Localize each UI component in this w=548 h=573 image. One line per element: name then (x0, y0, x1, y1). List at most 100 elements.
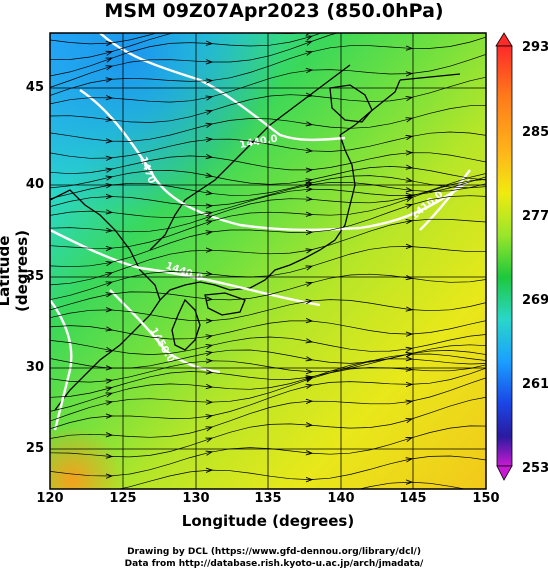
wind-arrow (206, 26, 212, 30)
y-tick-label: 25 (25, 441, 44, 456)
wind-arrow (105, 50, 114, 56)
wind-arrow (305, 40, 314, 46)
wind-arrow (105, 326, 114, 332)
wind-arrow (205, 136, 214, 143)
wind-arrow (105, 65, 114, 71)
wind-arrow (405, 436, 414, 442)
wind-arrow (405, 243, 414, 249)
wind-arrow (105, 400, 114, 406)
wind-arrow (405, 331, 414, 337)
wind-arrow (205, 426, 214, 432)
lat-lon-grid (50, 33, 486, 489)
wind-arrow (205, 230, 214, 236)
wind-arrow (305, 281, 314, 287)
wind-arrow (305, 356, 314, 362)
wind-arrow (305, 50, 314, 56)
wind-arrow (205, 190, 214, 196)
wind-arrow (105, 386, 114, 392)
wind-arrow (305, 376, 314, 382)
y-tick-label: 35 (25, 269, 44, 284)
credit-drawing: Drawing by DCL (https://www.gfd-dennou.o… (127, 547, 421, 557)
wind-arrow (105, 347, 114, 353)
wind-arrow (105, 116, 114, 122)
wind-arrow (405, 71, 414, 77)
wind-arrow (205, 369, 214, 375)
wind-arrow (305, 338, 314, 344)
wind-arrow (105, 378, 114, 384)
wind-arrow (305, 383, 314, 389)
wind-arrow (205, 358, 214, 364)
wind-arrow (305, 368, 314, 375)
wind-arrow (205, 203, 214, 209)
wind-arrow (305, 178, 314, 184)
wind-arrow (105, 432, 114, 438)
wind-arrow (405, 150, 414, 156)
wind-arrow (405, 96, 414, 102)
wind-arrow (105, 193, 114, 200)
wind-arrow (105, 138, 114, 144)
wind-arrow (205, 95, 214, 101)
wind-arrow (405, 306, 414, 312)
wind-arrow (305, 248, 314, 254)
wind-arrow (405, 134, 414, 141)
wind-arrow (205, 270, 214, 277)
x-tick-label: 120 (36, 491, 64, 506)
wind-arrow (405, 351, 414, 358)
wind-arrow (105, 57, 114, 63)
colorbar-scale (496, 45, 513, 467)
x-tick-label: 135 (254, 491, 282, 506)
wind-arrow (205, 109, 214, 115)
wind-arrow (105, 95, 114, 101)
wind-arrow (305, 298, 314, 305)
colorbar-tick-label: 253 (522, 461, 548, 476)
colorbar-min-triangle (496, 465, 513, 481)
wind-arrow (405, 399, 414, 405)
wind-arrow (205, 450, 214, 456)
wind-arrow (205, 334, 214, 340)
wind-arrow (305, 35, 314, 41)
x-axis-label: Longitude (degrees) (181, 512, 355, 530)
wind-arrow (405, 418, 414, 424)
colorbar-max-triangle (495, 32, 513, 47)
wind-arrow (205, 247, 214, 253)
wind-arrow (105, 272, 114, 278)
wind-arrow (105, 40, 114, 47)
wind-arrow (405, 203, 414, 209)
wind-arrow (305, 92, 314, 98)
wind-arrow (105, 260, 114, 267)
wind-arrow (405, 45, 414, 51)
height-contours (50, 33, 471, 431)
wind-arrow (405, 356, 414, 362)
wind-arrow (105, 413, 114, 419)
wind-arrow (105, 175, 114, 181)
colorbar-tick-label: 277 (522, 209, 548, 224)
wind-arrow (105, 77, 114, 83)
wind-arrow (305, 167, 314, 173)
colorbar-tick-label: 293 (522, 40, 548, 55)
wind-arrow (205, 318, 214, 324)
wind-arrow (305, 121, 314, 127)
x-tick-label: 140 (327, 491, 355, 506)
map-title: MSM 09Z07Apr2023 (850.0hPa) (104, 0, 444, 22)
wind-arrow (105, 307, 114, 313)
wind-arrow (105, 155, 114, 161)
wind-arrow (205, 215, 214, 221)
plot-frame (49, 32, 487, 490)
wind-arrow (105, 292, 114, 298)
wind-arrow (305, 450, 314, 456)
wind-arrow (105, 227, 114, 233)
x-tick-label: 125 (109, 491, 137, 506)
wind-arrow (305, 67, 314, 74)
wind-arrow (405, 346, 414, 352)
wind-arrow (305, 182, 314, 189)
wind-arrow (405, 177, 414, 183)
wind-arrow (205, 220, 214, 226)
wind-arrow (406, 24, 412, 29)
wind-arrow (205, 399, 214, 405)
wind-arrow (205, 59, 214, 65)
wind-arrow (406, 4, 413, 10)
colorbar (495, 32, 513, 481)
y-tick-label: 30 (25, 360, 44, 375)
credit-data-source: Data from http://database.rish.kyoto-u.a… (124, 559, 424, 569)
colorbar-tick-label: 269 (522, 293, 548, 308)
